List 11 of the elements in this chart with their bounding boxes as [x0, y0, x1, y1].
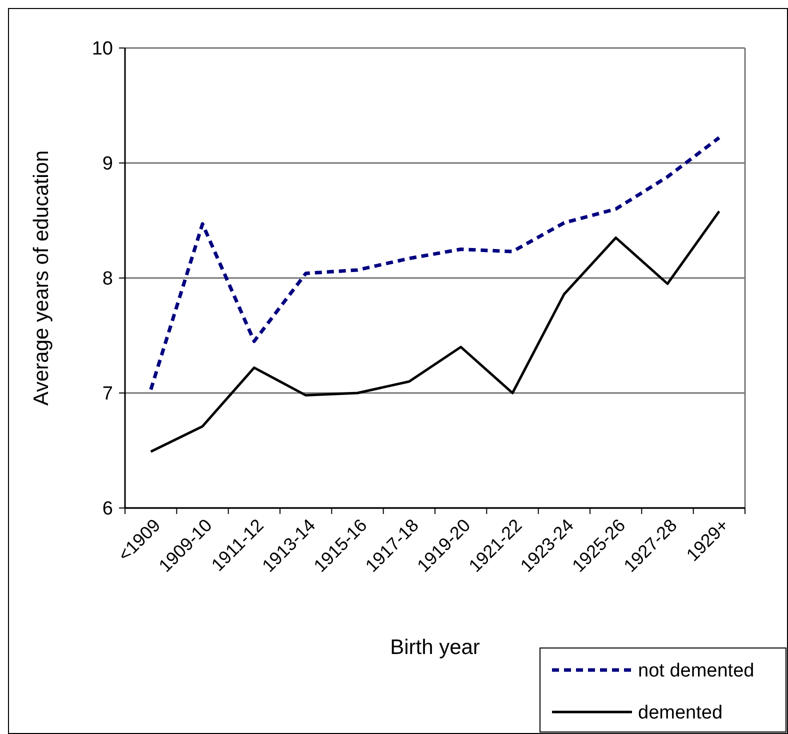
x-axis-title: Birth year [390, 636, 480, 659]
legend-label: not demented [638, 660, 754, 682]
line-series [149, 136, 721, 392]
y-axis-title: Average years of education [30, 150, 53, 406]
y-tick-label: 8 [102, 268, 113, 290]
y-tick-label: 7 [102, 384, 113, 405]
line-series [150, 210, 720, 453]
y-tick-label: 10 [92, 38, 113, 60]
legend-label: demented [638, 702, 723, 724]
y-tick-label: 9 [102, 154, 113, 175]
y-tick-label: 6 [102, 498, 113, 520]
